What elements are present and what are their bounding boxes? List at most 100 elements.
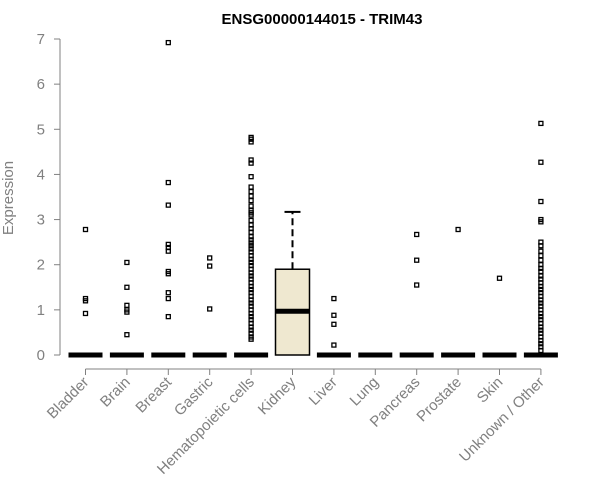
- outlier-point: [82, 226, 89, 233]
- outlier-point: [82, 298, 89, 304]
- outlier-point: [331, 295, 337, 302]
- outlier-point: [248, 237, 254, 243]
- outlier-point: [248, 259, 254, 266]
- chart-title: ENSG00000144015 - TRIM43: [222, 11, 423, 28]
- y-tick-label: 0: [37, 347, 45, 364]
- outlier-point: [538, 286, 544, 293]
- x-tick-label: Bladder: [44, 374, 93, 423]
- outlier-point: [165, 202, 171, 208]
- outlier-point: [124, 309, 130, 315]
- outlier-point: [248, 188, 254, 195]
- x-tick-label: Skin: [474, 374, 507, 407]
- outlier-point: [538, 310, 544, 317]
- outlier-point: [248, 336, 254, 342]
- outlier-point: [538, 268, 544, 275]
- x-tick-label: Liver: [306, 374, 341, 409]
- outlier-point: [165, 295, 171, 302]
- outlier-point: [248, 313, 254, 320]
- outlier-point: [538, 159, 544, 165]
- outlier-point: [538, 257, 544, 263]
- x-tick-label: Breast: [132, 373, 175, 416]
- outlier-point: [331, 321, 337, 327]
- y-tick-label: 5: [37, 121, 45, 138]
- outlier-point: [248, 283, 254, 290]
- outlier-point: [538, 313, 544, 320]
- outlier-point: [124, 302, 130, 308]
- outlier-point: [538, 283, 544, 290]
- outlier-point: [538, 347, 544, 354]
- outlier-point: [538, 297, 544, 303]
- x-tick-label: Prostate: [413, 374, 465, 426]
- outlier-point: [538, 327, 544, 333]
- outlier-point: [82, 310, 89, 317]
- outlier-point: [538, 337, 544, 344]
- outlier-point: [538, 324, 544, 330]
- outlier-point: [248, 243, 254, 249]
- y-tick-label: 7: [37, 31, 45, 48]
- outlier-point: [248, 234, 254, 240]
- y-tick-label: 6: [37, 76, 45, 93]
- outlier-point: [248, 240, 254, 246]
- outlier-points: [82, 39, 544, 354]
- x-tick-label: Lung: [347, 374, 383, 410]
- box-kidney: [274, 210, 311, 356]
- x-tick-label: Brain: [97, 374, 134, 411]
- y-axis-label: Expression: [0, 161, 17, 235]
- outlier-point: [538, 341, 544, 347]
- y-tick-label: 1: [37, 302, 45, 319]
- outlier-point: [496, 275, 503, 281]
- outlier-point: [414, 231, 420, 238]
- outlier-point: [538, 120, 544, 127]
- outlier-point: [248, 193, 254, 199]
- y-tick-label: 4: [37, 166, 45, 183]
- outlier-point: [538, 265, 544, 271]
- outlier-point: [248, 297, 254, 303]
- outlier-point: [248, 157, 254, 163]
- y-tick-label: 3: [37, 212, 45, 229]
- outlier-point: [538, 219, 544, 225]
- outlier-point: [538, 243, 544, 249]
- outlier-point: [538, 273, 544, 279]
- outlier-point: [165, 241, 171, 248]
- outlier-point: [248, 256, 254, 262]
- outlier-point: [165, 313, 171, 320]
- outlier-point: [538, 198, 544, 205]
- box-series: [68, 210, 558, 358]
- outlier-point: [414, 257, 420, 263]
- outlier-point: [248, 136, 254, 142]
- outlier-point: [165, 39, 171, 46]
- y-tick-label: 2: [37, 257, 45, 274]
- outlier-point: [248, 310, 254, 317]
- outlier-point: [207, 306, 213, 312]
- outlier-point: [331, 312, 337, 318]
- outlier-point: [248, 197, 254, 204]
- outlier-point: [165, 248, 171, 254]
- outlier-point: [248, 246, 254, 252]
- outlier-point: [207, 255, 213, 261]
- outlier-point: [248, 217, 254, 224]
- outlier-point: [248, 327, 254, 333]
- outlier-point: [248, 270, 254, 276]
- x-tick-label: Kidney: [255, 373, 300, 418]
- outlier-point: [248, 184, 254, 190]
- outlier-point: [248, 212, 254, 218]
- outlier-point: [331, 342, 337, 348]
- outlier-point: [165, 179, 171, 186]
- outlier-point: [124, 332, 130, 338]
- outlier-point: [248, 300, 254, 306]
- outlier-point: [248, 286, 254, 293]
- outlier-point: [248, 273, 254, 279]
- outlier-point: [538, 253, 544, 259]
- outlier-point: [165, 271, 171, 277]
- outlier-point: [248, 229, 254, 235]
- outlier-point: [248, 324, 254, 330]
- outlier-point: [124, 259, 130, 266]
- outlier-point: [124, 284, 130, 290]
- outlier-point: [414, 282, 420, 288]
- outlier-point: [248, 160, 254, 166]
- outlier-point: [248, 174, 254, 180]
- outlier-point: [538, 300, 544, 306]
